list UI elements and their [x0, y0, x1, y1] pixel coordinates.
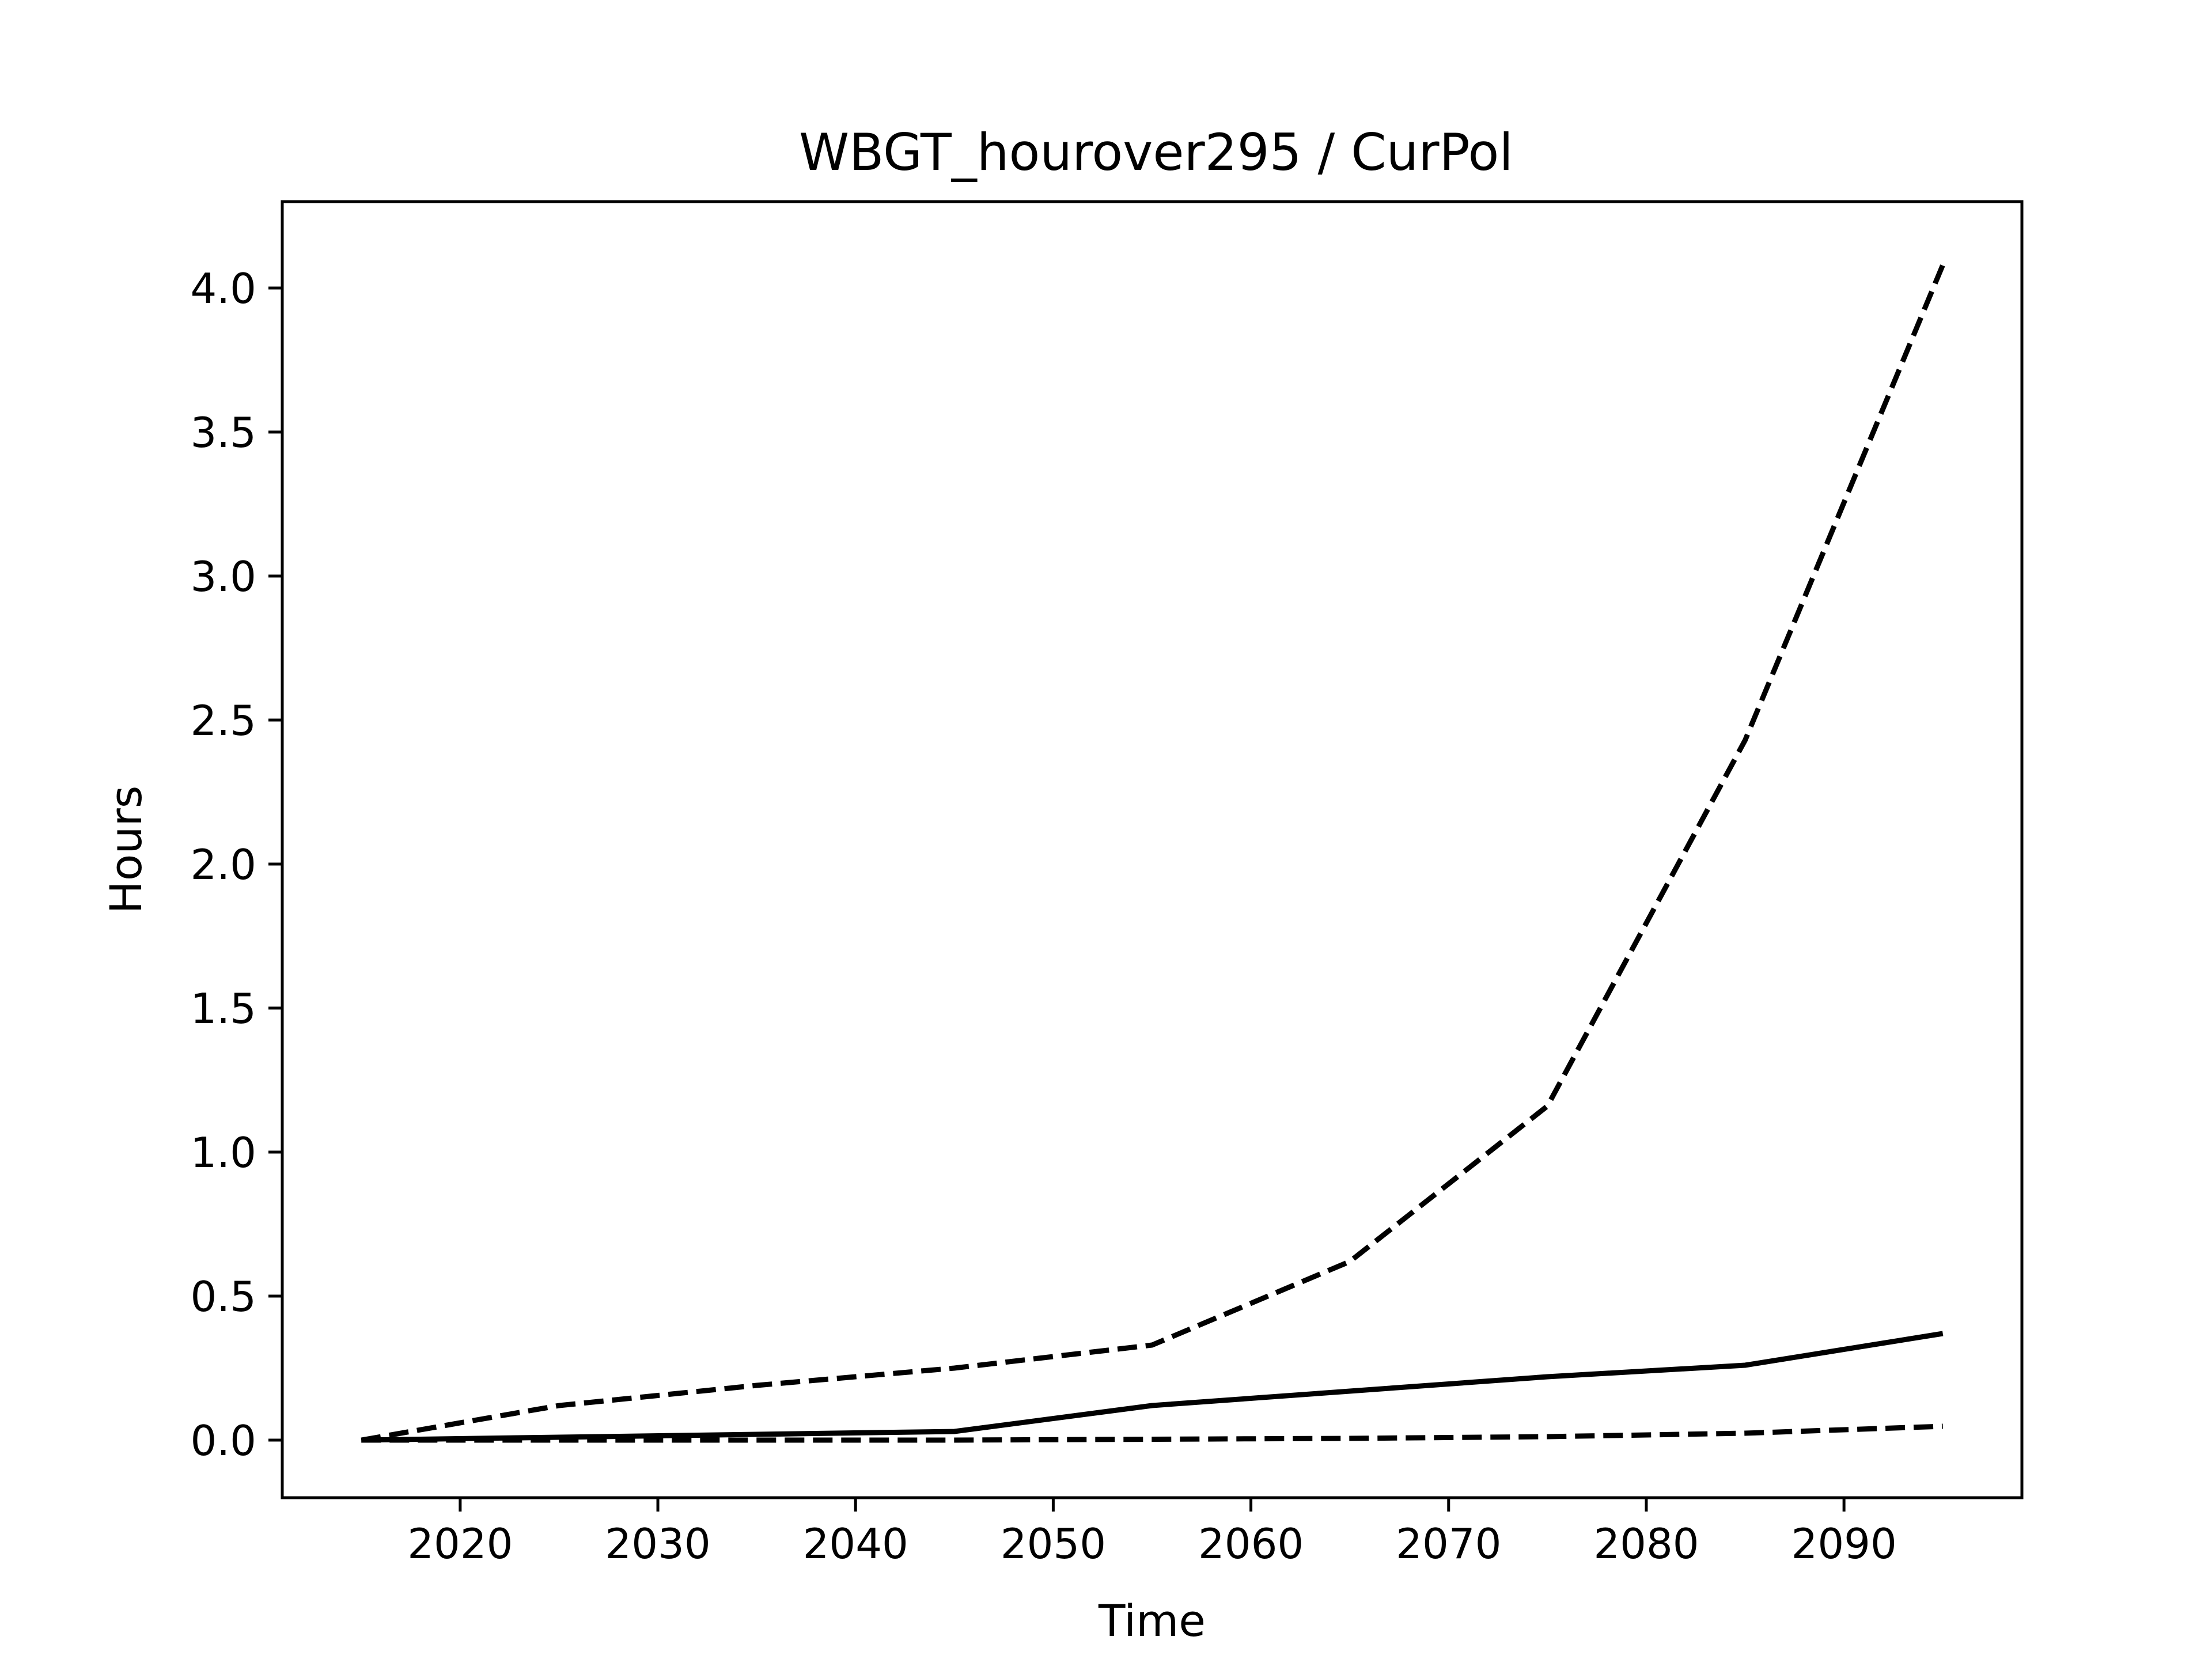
y-tick-label: 0.0	[190, 1416, 256, 1465]
y-tick-label: 3.0	[190, 552, 256, 601]
y-tick-label: 4.0	[190, 264, 256, 313]
x-tick-label: 2040	[803, 1520, 908, 1568]
y-tick-label: 3.5	[190, 408, 256, 457]
x-axis: 2020 2030 2040 2050 2060 2070 2080 2090	[407, 1498, 1897, 1568]
y-tick-label: 1.0	[190, 1128, 256, 1177]
y-axis-label: Hours	[100, 786, 151, 914]
x-tick-label: 2070	[1396, 1520, 1501, 1568]
series-line-1	[361, 264, 1945, 1443]
chart-title: WBGT_hourover295 / CurPol	[799, 123, 1513, 182]
y-tick-label: 2.0	[190, 840, 256, 889]
series-line-3	[361, 1423, 1943, 1443]
x-tick-label: 2060	[1198, 1520, 1304, 1568]
y-tick-label: 1.5	[190, 984, 256, 1033]
series-group	[361, 264, 1945, 1443]
y-tick-label: 2.5	[190, 696, 256, 745]
x-tick-label: 2090	[1791, 1520, 1897, 1568]
x-axis-label: Time	[1098, 1595, 1206, 1646]
x-tick-label: 2030	[605, 1520, 710, 1568]
y-tick-label: 0.5	[190, 1272, 256, 1321]
y-axis: 0.0 0.5 1.0 1.5 2.0 2.5 3.0 3.5 4.0	[190, 264, 282, 1465]
x-tick-label: 2080	[1593, 1520, 1699, 1568]
series-line-2	[361, 1331, 1944, 1443]
x-tick-label: 2050	[1001, 1520, 1106, 1568]
x-tick-label: 2020	[407, 1520, 513, 1568]
plot-frame	[281, 200, 2024, 1499]
